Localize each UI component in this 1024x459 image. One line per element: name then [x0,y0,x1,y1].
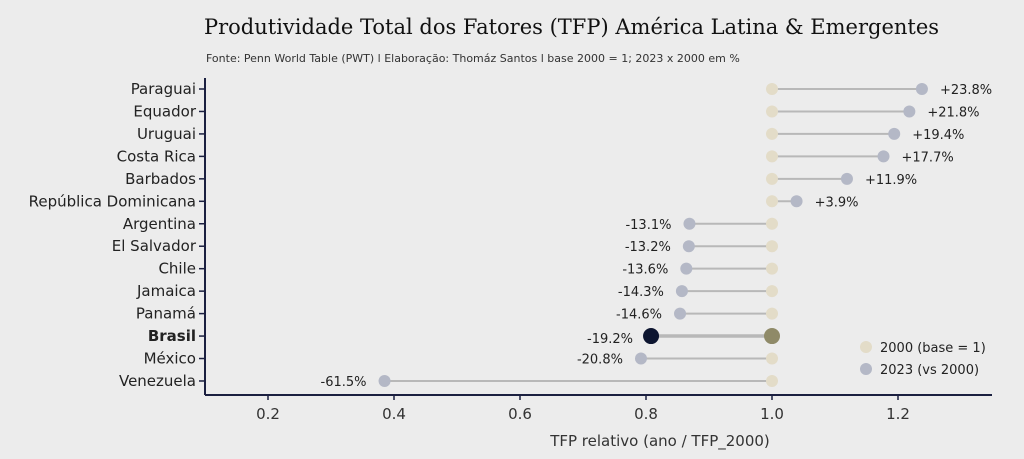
legend-label-2023: 2023 (vs 2000) [880,363,979,378]
legend-marker-2023 [860,363,872,375]
legend-label-2000: 2000 (base = 1) [880,341,986,356]
chart-subtitle: Fonte: Penn World Table (PWT) l Elaboraç… [206,52,740,65]
marker-2000 [766,262,778,275]
marker-2023 [683,217,696,230]
category-label: Jamaica [136,282,196,300]
category-label: Chile [158,260,196,278]
x-tick-label: 0.4 [382,405,406,423]
change-label: +3.9% [815,195,859,210]
marker-2023 [674,307,687,320]
legend: 2000 (base = 1) 2023 (vs 2000) [860,341,986,378]
category-label: Costa Rica [117,147,196,165]
category-label: Paraguai [131,80,196,98]
change-label: +11.9% [865,173,917,188]
marker-2023 [675,285,688,298]
change-label: +17.7% [902,150,954,165]
change-label: -14.3% [618,285,664,300]
category-label: Brasil [148,327,196,345]
category-label: República Dominicana [29,192,196,210]
marker-2023 [790,195,803,208]
change-label: -20.8% [577,353,623,368]
category-label: Argentina [123,215,196,233]
marker-2000 [766,172,778,185]
change-label: -13.1% [625,218,671,233]
chart-title: Produtividade Total dos Fatores (TFP) Am… [204,15,939,39]
marker-2000 [766,217,778,230]
marker-2000 [766,150,778,163]
marker-2023 [643,328,660,345]
legend-marker-2000 [860,341,872,353]
marker-2023 [840,172,853,185]
category-label: El Salvador [112,237,197,255]
marker-2023 [680,262,693,275]
x-tick-label: 1.2 [886,405,910,423]
change-label: +19.4% [912,128,964,143]
marker-2023 [877,150,890,163]
x-tick-label: 0.6 [508,405,532,423]
x-axis-label: TFP relativo (ano / TFP_2000) [549,432,770,451]
marker-2000 [766,240,778,253]
category-label: Panamá [136,305,196,323]
category-label: Venezuela [119,372,196,390]
marker-2023 [682,240,695,253]
change-label: -61.5% [321,375,367,390]
change-label: -19.2% [587,332,633,347]
marker-2000 [766,195,778,208]
marker-2000 [766,352,778,365]
marker-2023 [915,83,928,95]
marker-2000 [764,328,780,345]
x-tick-label: 0.2 [256,405,280,423]
change-label: +23.8% [940,83,992,98]
marker-2000 [766,127,778,140]
marker-2000 [766,285,778,298]
change-label: +21.8% [927,105,979,120]
x-tick-label: 1.0 [760,405,784,423]
change-label: -13.2% [625,240,671,255]
marker-2023 [903,105,916,118]
x-tick-label: 0.8 [634,405,658,423]
category-label: Equador [133,102,196,120]
marker-2023 [378,374,391,387]
marker-2023 [634,352,647,365]
marker-2023 [888,127,901,140]
change-label: -13.6% [622,263,668,278]
marker-2000 [766,83,778,95]
marker-2000 [766,105,778,118]
category-label: México [144,350,196,368]
marker-2000 [766,374,778,387]
marker-2000 [766,307,778,320]
change-label: -14.6% [616,308,662,323]
category-label: Barbados [125,170,196,188]
category-label: Uruguai [137,125,196,143]
